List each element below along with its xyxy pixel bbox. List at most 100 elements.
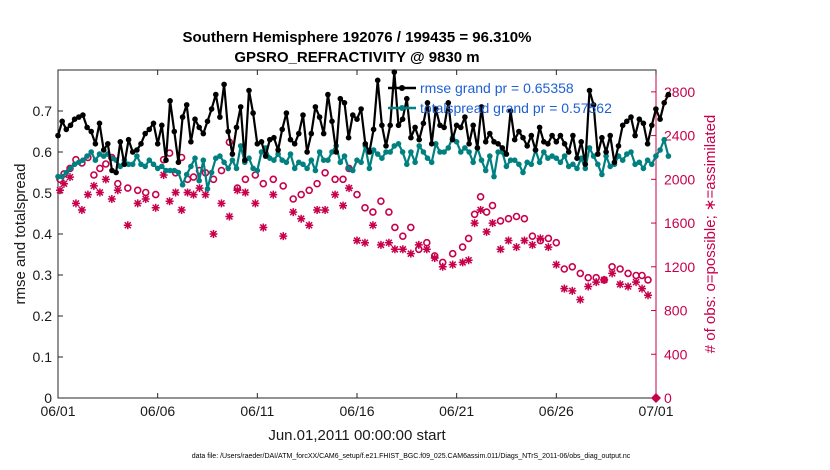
totalspread-point [644, 157, 651, 163]
rmse-point [653, 106, 659, 112]
rmse-point [84, 124, 90, 131]
totalspread-point [271, 157, 277, 163]
totalspread-point [254, 167, 261, 174]
rmse-point [478, 104, 485, 110]
rmse-point [358, 106, 364, 112]
rmse-point [474, 145, 481, 151]
obs-assimilated-point [512, 243, 521, 252]
obs-possible-point [339, 175, 347, 184]
y2-tick-label: 1200 [664, 259, 695, 275]
rmse-point [595, 151, 601, 157]
totalspread-point [163, 167, 169, 174]
obs-assimilated-point [233, 186, 242, 195]
totalspread-point [96, 151, 103, 157]
y-tick-label: 0.1 [33, 349, 53, 365]
rmse-point [420, 120, 427, 127]
totalspread-point [561, 153, 568, 159]
obs-assimilated-point [251, 199, 260, 208]
totalspread-point [462, 145, 468, 151]
obs-assimilated-point [384, 238, 393, 247]
rmse-point [192, 116, 198, 122]
rmse-point [113, 169, 119, 176]
rmse-point [553, 139, 560, 145]
rmse-point [466, 141, 472, 147]
obs-assimilated-point [600, 275, 609, 284]
rmse-point [482, 139, 489, 145]
rmse-point [370, 126, 377, 133]
totalspread-point [80, 157, 86, 163]
chart-title: Southern Hemisphere 192076 / 199435 = 96… [183, 29, 532, 46]
rmse-point [59, 118, 65, 125]
totalspread-point [125, 161, 132, 168]
totalspread-point [300, 161, 306, 168]
obs-possible-point [124, 184, 132, 192]
rmse-point [337, 95, 344, 102]
totalspread-point [208, 169, 215, 176]
rmse-point [271, 134, 277, 141]
rmse-point [644, 141, 651, 147]
rmse-point [449, 136, 456, 143]
obs-assimilated-point [624, 282, 633, 291]
obs-possible-point [102, 160, 110, 168]
rmse-point [470, 122, 477, 129]
rmse-point [354, 116, 360, 122]
totalspread-point [217, 153, 223, 159]
obs-assimilated-point [101, 175, 110, 184]
obs-assimilated-point [123, 221, 132, 230]
totalspread-point [545, 155, 551, 161]
obs-assimilated-point [464, 256, 473, 265]
totalspread-point [134, 153, 140, 159]
totalspread-point [624, 151, 630, 157]
rmse-point [628, 114, 634, 120]
totalspread-point [520, 169, 526, 176]
rmse-point [453, 122, 460, 129]
obs-possible-point [448, 249, 457, 258]
obs-assimilated-point [438, 262, 447, 271]
rmse-point [88, 128, 94, 135]
rmse-point [424, 100, 431, 106]
totalspread-point [603, 153, 609, 159]
rmse-point [603, 149, 609, 155]
obs-assimilated-point [632, 278, 641, 287]
obs-possible-point [279, 182, 288, 190]
obs-possible-point [259, 179, 268, 188]
obs-assimilated-point [305, 221, 314, 230]
totalspread-point [350, 167, 356, 174]
rmse-point [379, 122, 385, 129]
rmse-point [233, 124, 240, 131]
rmse-point [80, 112, 86, 118]
obs-possible-point [385, 208, 393, 216]
obs-assimilated-point [360, 238, 369, 247]
rmse-point [507, 108, 514, 114]
obs-possible-point [398, 232, 407, 240]
rmse-point [661, 100, 667, 106]
obs-possible-point [584, 273, 593, 282]
obs-assimilated-point [476, 205, 485, 214]
x-axis: 06/01 06/06 06/11 06/16 06/21 06/26 07/01 [40, 70, 674, 419]
rmse-point [308, 130, 315, 137]
totalspread-point [196, 177, 202, 184]
rmse-point [619, 122, 626, 129]
totalspread-point [470, 159, 477, 166]
totalspread-point [345, 165, 352, 172]
obs-assimilated-point [297, 214, 306, 223]
rmse-point [312, 104, 319, 110]
legend-rmse-label: rmse grand pr = 0.65358 [420, 80, 574, 96]
rmse-point [188, 139, 194, 145]
totalspread-point [549, 153, 555, 159]
totalspread-point [233, 165, 240, 172]
rmse-point [159, 122, 165, 129]
obs-assimilated-point [259, 223, 268, 232]
rmse-point [67, 122, 74, 129]
totalspread-point [553, 155, 560, 161]
rmse-point [129, 149, 136, 155]
rmse-point [333, 149, 340, 155]
y-axis-label: rmse and totalspread [12, 164, 29, 305]
totalspread-point [503, 163, 510, 170]
rmse-point [204, 118, 211, 125]
obs-possible-point [464, 234, 473, 243]
rmse-point [121, 161, 128, 168]
obs-possible-point [644, 276, 652, 284]
rmse-point [399, 116, 406, 122]
obs-assimilated-point [592, 278, 601, 287]
